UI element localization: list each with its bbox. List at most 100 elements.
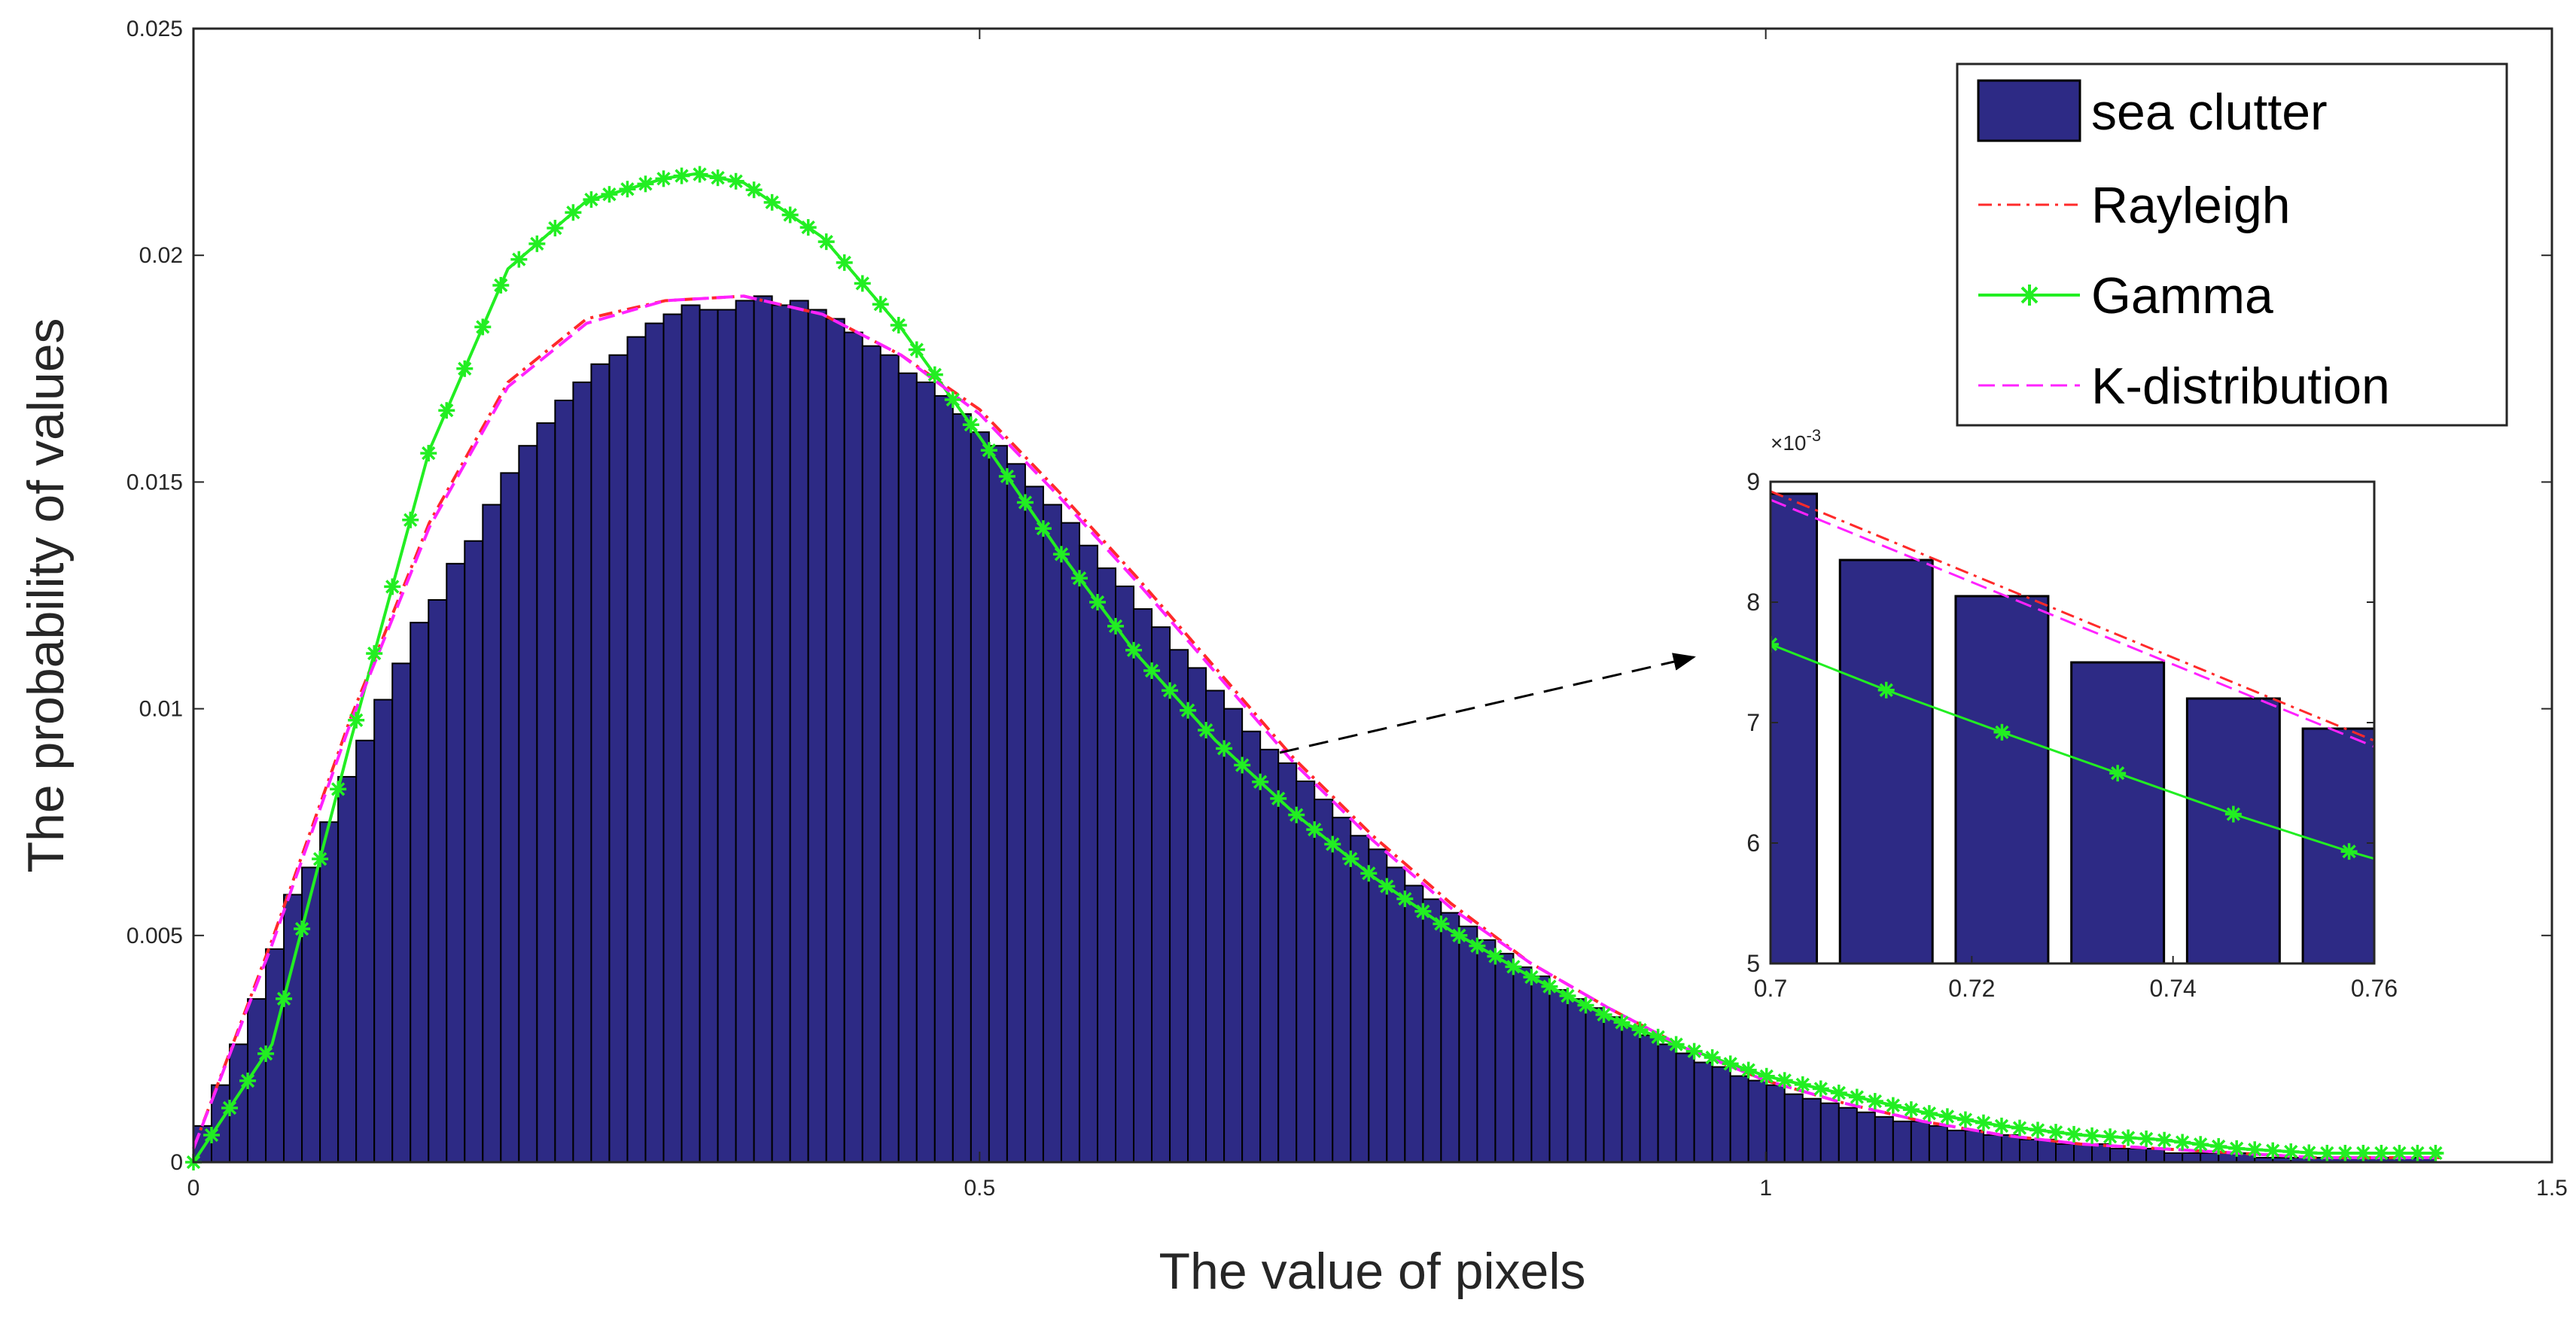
gamma-marker	[565, 204, 582, 221]
inset-y-multiplier-base: ×10	[1771, 431, 1807, 455]
x-tick-label: 0.5	[964, 1176, 995, 1201]
gamma-marker	[1016, 494, 1034, 511]
histogram-bar	[1946, 1129, 1966, 1164]
histogram-bar	[1060, 522, 1080, 1163]
gamma-marker	[510, 251, 528, 268]
gamma-marker	[330, 781, 347, 798]
series-line-k-distribution	[192, 294, 2442, 1159]
inset-y-tick-label: 7	[1746, 709, 1760, 736]
gamma-marker	[1342, 850, 1360, 867]
histogram-bar	[1729, 1075, 1749, 1163]
gamma-marker	[492, 276, 510, 294]
gamma-marker	[1631, 1021, 1649, 1039]
histogram-bar	[1223, 708, 1244, 1163]
histogram-bar	[319, 821, 340, 1163]
histogram-bar	[879, 354, 900, 1163]
histogram-bar	[1078, 544, 1098, 1163]
histogram-bar	[644, 322, 665, 1163]
gamma-marker	[763, 193, 781, 211]
gamma-marker	[1758, 1067, 1775, 1085]
inset-curves	[1771, 490, 2374, 860]
zoom-arrow-line	[1279, 653, 1696, 754]
gamma-marker	[2355, 1144, 2372, 1161]
histogram-bar	[1133, 608, 1153, 1163]
histogram-bar	[1006, 463, 1026, 1163]
inset-bar	[2301, 727, 2374, 963]
gamma-marker	[781, 206, 799, 224]
inset-gamma-marker	[2224, 805, 2242, 823]
gamma-marker	[2138, 1130, 2155, 1147]
inset-y-tick-label: 6	[1746, 829, 1760, 857]
main-axes-box	[192, 27, 2553, 1164]
histogram-bar	[500, 472, 520, 1163]
gamma-marker	[1306, 821, 1323, 839]
histogram-bar	[1494, 952, 1515, 1163]
histogram-bar	[1910, 1120, 1930, 1164]
legend-gamma-marker	[2019, 285, 2040, 306]
histogram-bar	[1675, 1052, 1695, 1163]
histogram-bar	[1856, 1111, 1876, 1163]
gamma-marker	[384, 578, 401, 595]
histogram-bar	[428, 599, 448, 1163]
inset-ticks: 0.7 0.72 0.74 0.76 5 6 7 8 9	[1746, 468, 2398, 1002]
histogram-bar	[1277, 762, 1298, 1163]
gamma-marker	[2066, 1125, 2083, 1143]
histogram-bar	[1151, 626, 1171, 1163]
gamma-marker	[1902, 1101, 1920, 1119]
inset-gamma-marker	[2340, 843, 2358, 860]
histogram-bar	[1639, 1034, 1659, 1163]
gamma-marker	[474, 318, 492, 336]
inset-bar	[1838, 559, 1934, 963]
gamma-marker	[998, 467, 1015, 485]
histogram-bar	[1964, 1129, 1984, 1164]
gamma-marker	[745, 181, 763, 199]
gamma-marker	[2319, 1144, 2336, 1161]
histogram-bar	[482, 504, 502, 1163]
gamma-marker	[2156, 1131, 2173, 1149]
gamma-marker	[1523, 969, 1540, 986]
gamma-marker	[2337, 1144, 2354, 1161]
inset-bar	[2070, 661, 2166, 963]
x-tick-label: 1	[1759, 1176, 1772, 1201]
histogram-bar	[2145, 1147, 2166, 1163]
gamma-marker	[601, 186, 618, 203]
x-axis-label: The value of pixels	[1159, 1243, 1586, 1300]
gamma-marker	[2282, 1143, 2300, 1161]
gamma-marker	[420, 445, 437, 462]
gamma-marker	[2246, 1141, 2264, 1158]
histogram-bar	[1169, 649, 1189, 1163]
gamma-marker	[619, 181, 636, 198]
gamma-marker	[691, 166, 708, 183]
histogram-bar	[1819, 1102, 1840, 1163]
series-line-rayleigh	[192, 294, 2442, 1159]
gamma-marker	[1252, 773, 1269, 790]
histogram-bar	[933, 394, 954, 1163]
histogram-bar	[1801, 1097, 1822, 1163]
gamma-marker	[1812, 1080, 1829, 1097]
gamma-marker	[1794, 1076, 1811, 1093]
gamma-marker	[2120, 1129, 2137, 1146]
gamma-marker	[1216, 740, 1233, 757]
gamma-marker	[1324, 836, 1341, 853]
gamma-marker	[1848, 1088, 1865, 1106]
inset-x-tick-label: 0.76	[2351, 975, 2398, 1002]
gamma-marker	[1541, 978, 1558, 995]
main-ticks: 0 0.5 1 1.5 0 0.005 0.01 0.015 0.02 0.025	[126, 17, 2568, 1201]
gamma-marker	[348, 711, 365, 729]
legend-label-k-distribution: K-distribution	[2091, 358, 2390, 415]
inset-x-tick-label: 0.7	[1754, 975, 1787, 1002]
gamma-marker	[1993, 1117, 2010, 1134]
y-tick-label: 0.02	[139, 243, 183, 268]
distribution-curves	[185, 166, 2444, 1170]
y-tick-label: 0.005	[126, 924, 183, 948]
y-tick-label: 0.01	[139, 697, 183, 722]
gamma-marker	[926, 366, 943, 383]
gamma-marker	[239, 1072, 257, 1089]
histogram-bars	[193, 295, 2437, 1164]
gamma-marker	[583, 191, 600, 208]
gamma-marker	[1595, 1006, 1612, 1023]
gamma-marker	[1559, 988, 1576, 1005]
histogram-bar	[1187, 667, 1207, 1163]
y-tick-label: 0.015	[126, 470, 183, 495]
